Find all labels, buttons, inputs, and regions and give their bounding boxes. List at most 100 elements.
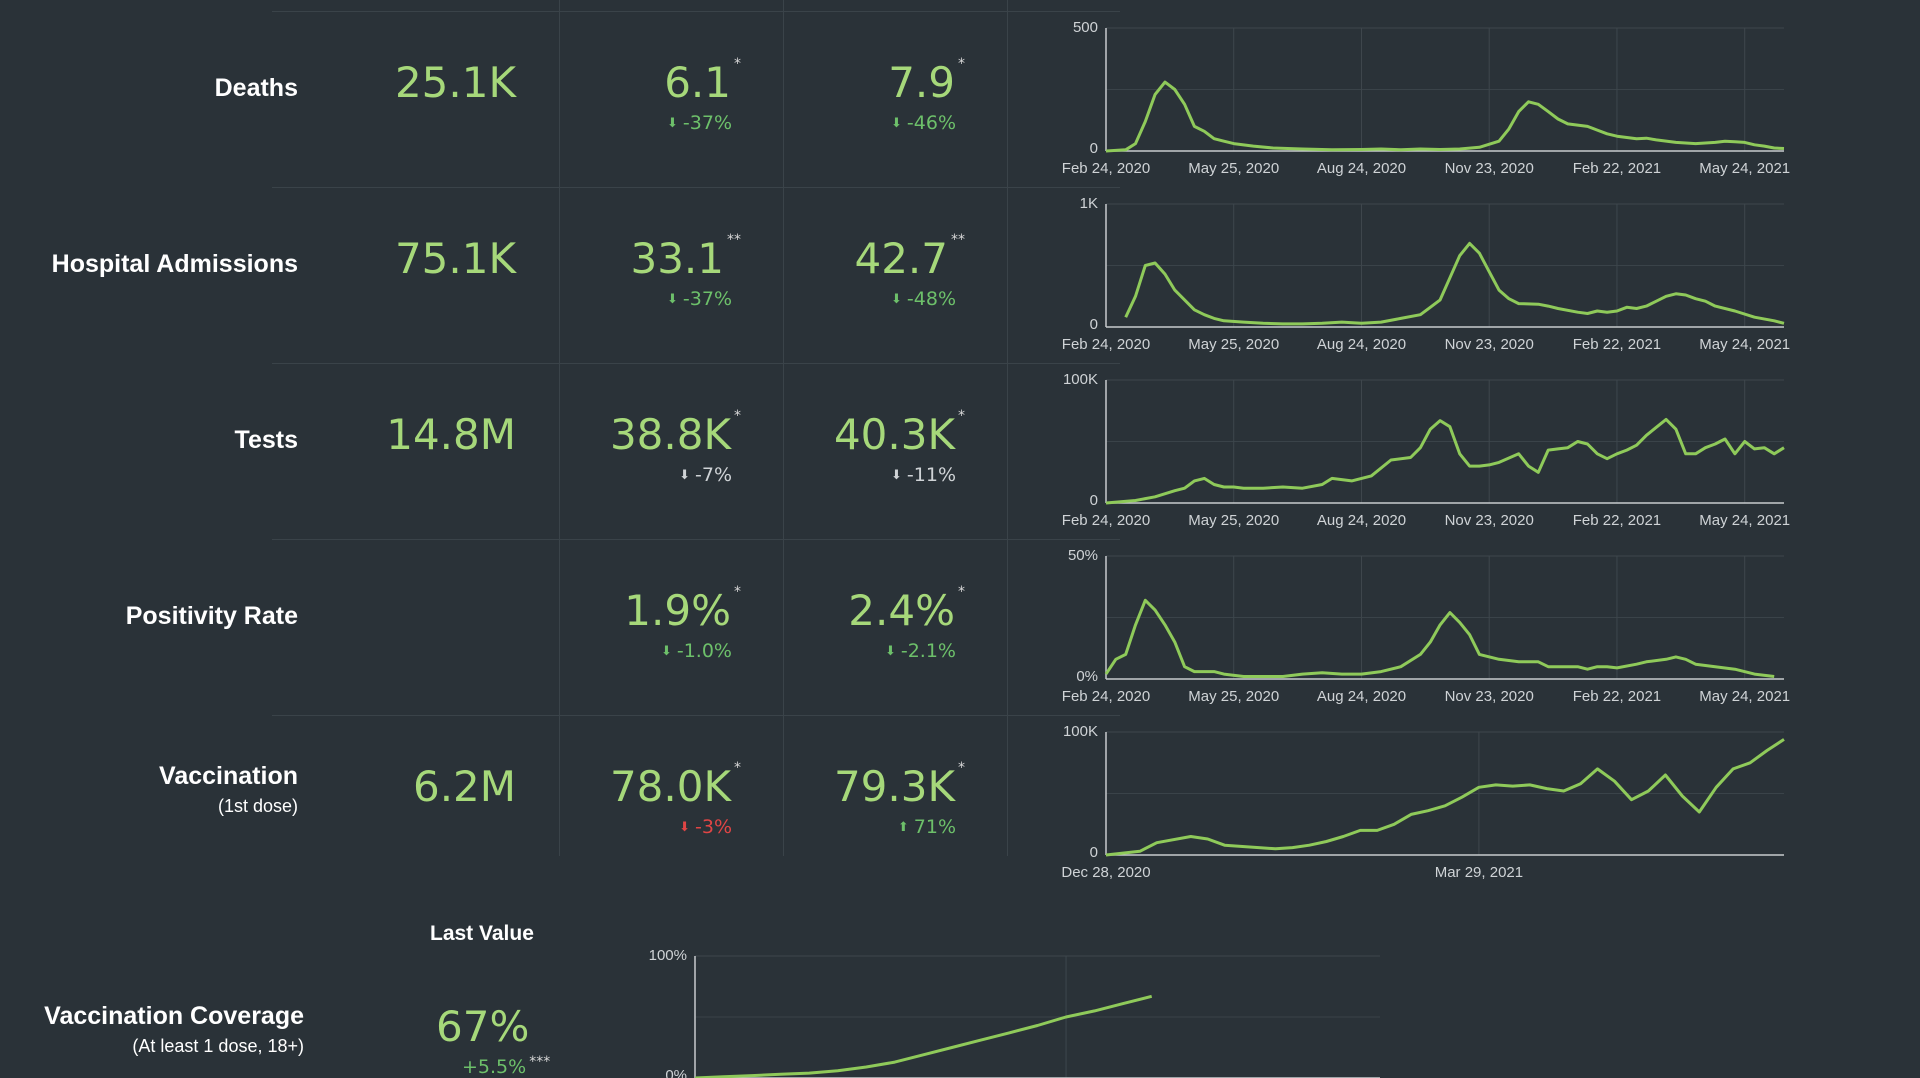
coverage-label: Vaccination Coverage [44,1002,304,1030]
x-tick-label: May 24, 2021 [1699,336,1790,353]
x-tick-label: May 25, 2020 [1188,688,1279,705]
deaths-chart: 0 500 Feb 24, 2020 May 25, 2020 Aug 24, 2020… [1062,19,1790,177]
deaths-change-2: ⬇ -46% [891,112,956,134]
tests-total: 14.8M [386,410,516,459]
arrow-down-icon: ⬇ [667,116,678,131]
column-divider [783,0,784,856]
x-tick-label: May 24, 2021 [1699,512,1790,529]
vaccination-value-2: 79.3K * [833,760,965,811]
series-line [1105,738,1785,857]
coverage-change: +5.5% *** [462,1054,551,1078]
tests-value-2: 40.3K * [833,408,965,459]
y-tick-label: 0% [1076,668,1098,685]
arrow-down-icon: ⬇ [660,644,672,659]
series-line [1105,417,1785,505]
row-divider [272,539,1120,540]
arrow-down-icon: ⬇ [667,292,678,307]
arrow-down-icon: ⬇ [679,820,690,835]
row-divider [272,187,1120,188]
y-tick-label: 0 [1090,140,1098,157]
vaccination-change-1: ⬇ -3% [679,816,732,838]
y-tick-label: 100K [1063,371,1098,388]
last-value-heading: Last Value [430,922,534,945]
vaccination-chart: 0 100K Dec 28, 2020 Mar 29, 2021 [1061,723,1785,881]
x-tick-label: Feb 24, 2020 [1062,512,1150,529]
y-tick-label: 0 [1090,316,1098,333]
x-tick-label: May 25, 2020 [1188,512,1279,529]
deaths-value-1: 6.1 * [664,56,741,107]
y-tick-label: 500 [1073,19,1098,36]
column-divider [1007,0,1008,856]
vaccination-total: 6.2M [412,762,516,811]
positivity-rate-chart: 0% 50% Feb 24, 2020 May 25, 2020 Aug 24, 202… [1062,547,1790,705]
y-tick-label: 1K [1080,195,1098,212]
row-label-deaths: Deaths [214,74,298,102]
series-line [1104,598,1775,678]
row-label-hospital-admissions: Hospital Admissions [51,250,298,278]
coverage-value: 67% [436,1002,530,1051]
x-tick-label: May 25, 2020 [1188,160,1279,177]
x-tick-label: May 24, 2021 [1699,160,1790,177]
row-divider [272,11,1120,12]
y-tick-label: 0% [665,1067,687,1078]
y-tick-label: 100K [1063,723,1098,740]
x-tick-label: Feb 22, 2021 [1573,688,1661,705]
row-label-vaccination: Vaccination [159,762,298,790]
y-tick-label: 100% [649,947,687,964]
hospital-admissions-total: 75.1K [394,234,516,283]
x-tick-label: Feb 22, 2021 [1573,336,1661,353]
x-tick-label: Nov 23, 2020 [1445,160,1534,177]
x-tick-label: Feb 24, 2020 [1062,336,1150,353]
row-divider [272,715,1120,716]
column-divider [559,0,560,856]
x-tick-label: Feb 24, 2020 [1062,688,1150,705]
arrow-down-icon: ⬇ [884,644,896,659]
deaths-total: 25.1K [394,58,516,107]
positivity-rate-change-2: ⬇ -2.1% [884,640,956,662]
y-tick-label: 50% [1068,547,1098,564]
y-tick-label: 0 [1090,492,1098,509]
arrow-down-icon: ⬇ [891,468,902,483]
tests-chart: 0 100K Feb 24, 2020 May 25, 2020 Aug 24, 202… [1062,371,1790,529]
positivity-rate-value-1: 1.9% * [624,584,741,635]
hospital-admissions-value-2: 42.7 ** [854,232,965,283]
row-label-positivity-rate: Positivity Rate [125,602,298,630]
x-tick-label: Aug 24, 2020 [1317,160,1406,177]
x-tick-label: Dec 28, 2020 [1061,864,1150,881]
series-line [694,994,1153,1078]
hospital-admissions-change-2: ⬇ -48% [891,288,956,310]
row-sublabel-vaccination: (1st dose) [217,796,298,816]
x-tick-label: Feb 22, 2021 [1573,160,1661,177]
x-tick-label: Aug 24, 2020 [1317,336,1406,353]
tests-change-1: ⬇ -7% [679,464,732,486]
arrow-down-icon: ⬇ [891,116,902,131]
x-tick-label: Aug 24, 2020 [1317,688,1406,705]
tests-change-2: ⬇ -11% [891,464,956,486]
x-tick-label: May 25, 2020 [1188,336,1279,353]
x-tick-label: Aug 24, 2020 [1317,512,1406,529]
arrow-down-icon: ⬇ [891,292,902,307]
hospital-admissions-change-1: ⬇ -37% [667,288,732,310]
arrow-down-icon: ⬇ [679,468,690,483]
vaccination-coverage-chart: 0% 100% [649,947,1380,1078]
series-line [1124,241,1785,326]
x-tick-label: Mar 29, 2021 [1435,864,1523,881]
positivity-rate-value-2: 2.4% * [848,584,965,635]
deaths-value-2: 7.9 * [888,56,965,107]
x-tick-label: Feb 24, 2020 [1062,160,1150,177]
hospital-admissions-value-1: 33.1 ** [630,232,741,283]
y-tick-label: 0 [1090,844,1098,861]
vaccination-value-1: 78.0K * [609,760,741,811]
series-line [1105,80,1785,153]
tests-value-1: 38.8K * [609,408,741,459]
x-tick-label: May 24, 2021 [1699,688,1790,705]
vaccination-change-2: ⬆ 71% [897,816,956,838]
x-tick-label: Nov 23, 2020 [1445,512,1534,529]
x-tick-label: Nov 23, 2020 [1445,336,1534,353]
coverage-sublabel: (At least 1 dose, 18+) [132,1036,304,1056]
arrow-up-icon: ⬆ [897,820,909,835]
deaths-change-1: ⬇ -37% [667,112,732,134]
row-label-tests: Tests [234,426,298,454]
row-divider [272,363,1120,364]
positivity-rate-change-1: ⬇ -1.0% [660,640,732,662]
